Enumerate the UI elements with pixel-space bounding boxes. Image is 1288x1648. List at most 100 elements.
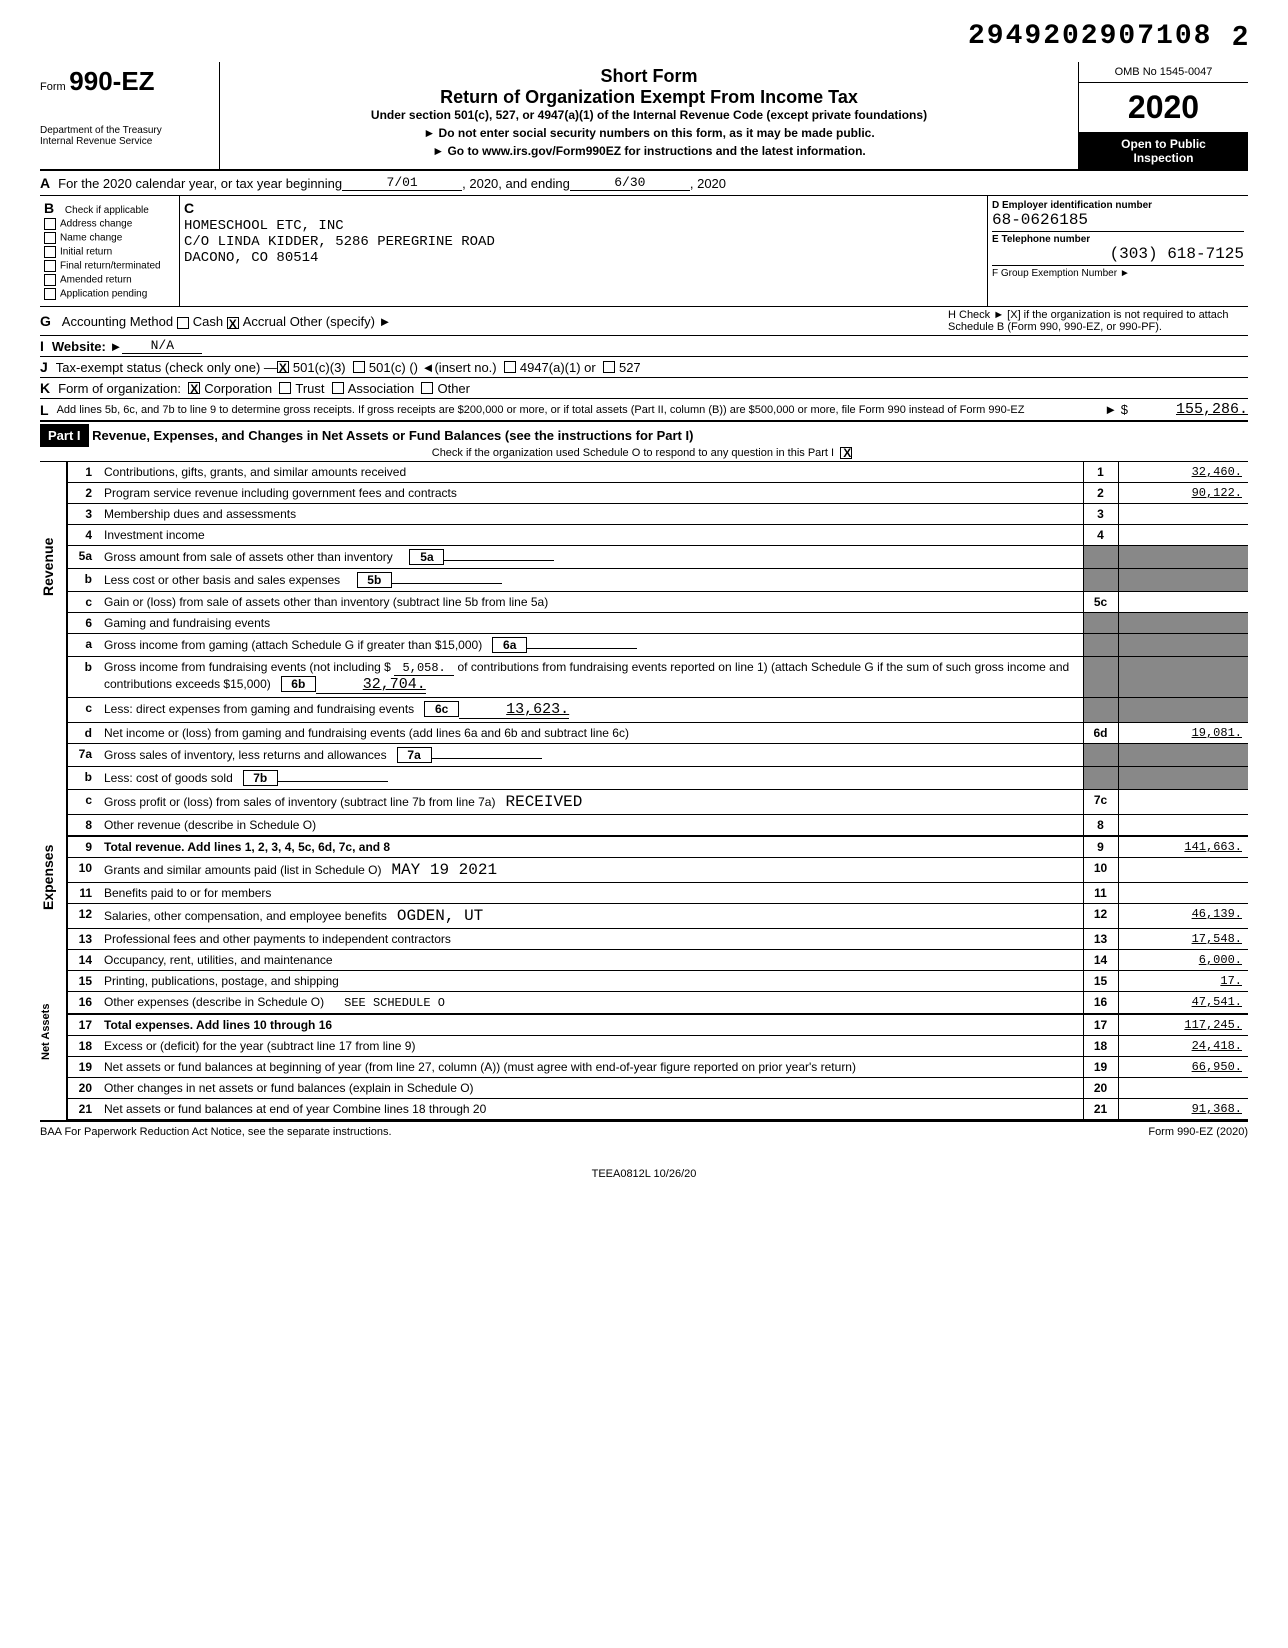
line-6a-val[interactable] xyxy=(527,648,637,649)
date-stamp: MAY 19 2021 xyxy=(391,861,497,879)
line-6d: dNet income or (loss) from gaming and fu… xyxy=(68,723,1248,744)
part1-header-row: Part I Revenue, Expenses, and Changes in… xyxy=(40,421,1248,462)
check-accrual[interactable] xyxy=(227,317,239,329)
line-a-tax-year: A For the 2020 calendar year, or tax yea… xyxy=(40,171,1248,196)
line-16-val: 47,541. xyxy=(1118,992,1248,1015)
line-16: 16Other expenses (describe in Schedule O… xyxy=(68,992,1248,1015)
ogden-stamp: OGDEN, UT xyxy=(397,907,483,925)
line-17-val: 117,245. xyxy=(1118,1014,1248,1036)
line-2: 2Program service revenue including gover… xyxy=(68,483,1248,504)
footer: BAA For Paperwork Reduction Act Notice, … xyxy=(40,1120,1248,1138)
check-application-pending[interactable] xyxy=(44,288,56,300)
check-schedule-o-part1[interactable] xyxy=(840,447,852,459)
letter-l: L xyxy=(40,402,49,418)
row-k-form-org: K Form of organization: Corporation Trus… xyxy=(40,378,1248,399)
line-6: 6Gaming and fundraising events xyxy=(68,613,1248,634)
line-10-val xyxy=(1118,858,1248,883)
line-18-val: 24,418. xyxy=(1118,1036,1248,1057)
line-6c-val: 13,623. xyxy=(459,701,569,719)
year-end[interactable]: 6/30 xyxy=(570,175,690,191)
line-5c: cGain or (loss) from sale of assets othe… xyxy=(68,592,1248,613)
line-7a-val[interactable] xyxy=(432,758,542,759)
dept-irs: Internal Revenue Service xyxy=(40,136,220,147)
check-527[interactable] xyxy=(603,361,615,373)
check-501c[interactable] xyxy=(353,361,365,373)
under-section: Under section 501(c), 527, or 4947(a)(1)… xyxy=(230,108,1068,122)
line-5b: bLess cost or other basis and sales expe… xyxy=(68,569,1248,592)
form-org-label: Form of organization: xyxy=(58,381,181,396)
form-header: Form 990-EZ Department of the Treasury I… xyxy=(40,62,1248,171)
check-address-change[interactable] xyxy=(44,218,56,230)
check-initial-return[interactable] xyxy=(44,246,56,258)
line-4: 4Investment income4 xyxy=(68,525,1248,546)
d-label: D Employer identification number xyxy=(992,200,1244,211)
line-4-val xyxy=(1118,525,1248,546)
line-9: 9Total revenue. Add lines 1, 2, 3, 4, 5c… xyxy=(68,836,1248,858)
line-5a: 5aGross amount from sale of assets other… xyxy=(68,546,1248,569)
check-cash[interactable] xyxy=(177,317,189,329)
side-labels: Revenue Expenses Net Assets xyxy=(40,462,68,1120)
line-6b-contrib: 5,058. xyxy=(394,661,454,676)
goto-note: ► Go to www.irs.gov/Form990EZ for instru… xyxy=(230,144,1068,158)
line-13: 13Professional fees and other payments t… xyxy=(68,929,1248,950)
line-7c: cGross profit or (loss) from sales of in… xyxy=(68,790,1248,815)
dln-suffix: 2 xyxy=(1232,20,1248,52)
check-association[interactable] xyxy=(332,382,344,394)
dept-treasury: Department of the Treasury xyxy=(40,125,220,136)
check-trust[interactable] xyxy=(279,382,291,394)
line-l-text: Add lines 5b, 6c, and 7b to line 9 to de… xyxy=(57,404,1105,416)
e-label: E Telephone number xyxy=(992,234,1244,245)
ein-value: 68-0626185 xyxy=(992,211,1244,229)
line-5a-val[interactable] xyxy=(444,560,554,561)
tax-exempt-label: Tax-exempt status (check only one) — xyxy=(56,360,277,375)
line-7c-val xyxy=(1118,790,1248,815)
year-begin[interactable]: 7/01 xyxy=(342,175,462,191)
line-6c: cLess: direct expenses from gaming and f… xyxy=(68,698,1248,723)
check-name-change[interactable] xyxy=(44,232,56,244)
check-501c3[interactable] xyxy=(277,361,289,373)
website-value[interactable]: N/A xyxy=(122,338,202,354)
no-ssn-note: ► Do not enter social security numbers o… xyxy=(230,126,1068,140)
line-6b-val: 32,704. xyxy=(316,676,426,694)
org-name: HOMESCHOOL ETC, INC xyxy=(184,218,983,234)
line-3-val xyxy=(1118,504,1248,525)
letter-c: C xyxy=(184,200,194,216)
col-d-ein: D Employer identification number 68-0626… xyxy=(988,196,1248,306)
line-18: 18Excess or (deficit) for the year (subt… xyxy=(68,1036,1248,1057)
line-12: 12Salaries, other compensation, and empl… xyxy=(68,904,1248,929)
dln-row: 2949202907108 2 xyxy=(40,20,1248,52)
line-6b: bGross income from fundraising events (n… xyxy=(68,657,1248,698)
line-1: 1Contributions, gifts, grants, and simil… xyxy=(68,462,1248,483)
check-final-return[interactable] xyxy=(44,260,56,272)
part1-title: Revenue, Expenses, and Changes in Net As… xyxy=(92,428,693,443)
line-10: 10Grants and similar amounts paid (list … xyxy=(68,858,1248,883)
line-13-val: 17,548. xyxy=(1118,929,1248,950)
check-4947[interactable] xyxy=(504,361,516,373)
revenue-label: Revenue xyxy=(40,462,56,822)
short-form-label: Short Form xyxy=(230,66,1068,87)
expenses-label: Expenses xyxy=(40,822,56,992)
line-8-val xyxy=(1118,815,1248,837)
check-corporation[interactable] xyxy=(188,382,200,394)
dln-number: 2949202907108 xyxy=(968,21,1212,52)
lines-table: 1Contributions, gifts, grants, and simil… xyxy=(68,462,1248,1120)
row-i-website: I Website: ► N/A xyxy=(40,336,1248,357)
row-j-tax-exempt: J Tax-exempt status (check only one) — 5… xyxy=(40,357,1248,378)
line-15: 15Printing, publications, postage, and s… xyxy=(68,971,1248,992)
org-addr2: DACONO, CO 80514 xyxy=(184,250,983,266)
see-schedule-o: SEE SCHEDULE O xyxy=(344,996,445,1010)
line-7b-val[interactable] xyxy=(278,781,388,782)
check-amended-return[interactable] xyxy=(44,274,56,286)
line-5b-val[interactable] xyxy=(392,583,502,584)
identity-block: B Check if applicable Address change Nam… xyxy=(40,196,1248,307)
line-6a: aGross income from gaming (attach Schedu… xyxy=(68,634,1248,657)
part1-grid: Revenue Expenses Net Assets 1Contributio… xyxy=(40,462,1248,1120)
check-other-org[interactable] xyxy=(421,382,433,394)
letter-j: J xyxy=(40,359,48,375)
line-11-val xyxy=(1118,883,1248,904)
line-a-mid: , 2020, and ending xyxy=(462,176,570,191)
letter-a: A xyxy=(40,175,50,191)
form-label: Form xyxy=(40,81,66,93)
phone-value: (303) 618-7125 xyxy=(992,245,1244,263)
part1-check-o: Check if the organization used Schedule … xyxy=(432,447,834,459)
